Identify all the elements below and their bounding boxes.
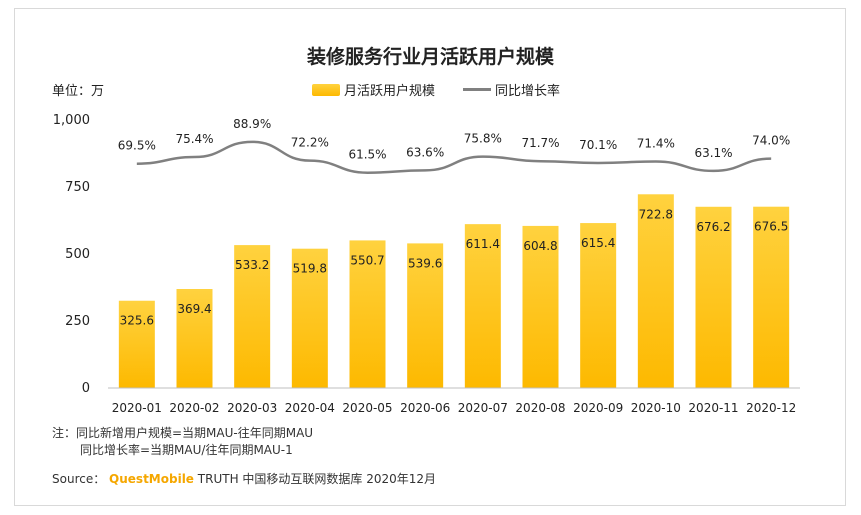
bar-value-label: 369.4 [177, 302, 211, 316]
rate-label: 71.7% [521, 136, 559, 150]
bar [695, 206, 732, 388]
bar-value-label: 611.4 [466, 237, 500, 251]
bar [522, 225, 559, 388]
y-tick-label: 500 [65, 247, 90, 262]
source-brand: QuestMobile [109, 472, 194, 486]
legend-bar-swatch [312, 83, 340, 96]
x-tick-label: 2020-12 [746, 401, 796, 415]
bar-value-label: 722.8 [639, 207, 673, 221]
x-tick-label: 2020-06 [400, 401, 450, 415]
y-tick-label: 250 [65, 314, 90, 329]
x-tick-label: 2020-02 [169, 401, 219, 415]
bar-value-label: 539.6 [408, 256, 442, 270]
x-tick-label: 2020-09 [573, 401, 623, 415]
bar [580, 223, 617, 388]
bar [407, 243, 444, 388]
growth-rate-line [136, 140, 772, 174]
rate-label: 75.4% [175, 132, 213, 146]
bar-value-label: 325.6 [120, 314, 154, 328]
bar [464, 224, 501, 388]
rate-label: 61.5% [348, 148, 386, 162]
bar [234, 245, 271, 388]
x-tick-label: 2020-07 [458, 401, 508, 415]
bar-value-label: 519.8 [293, 262, 327, 276]
legend-item-bar: 月活跃用户规模 [312, 80, 435, 99]
rate-label: 69.5% [118, 139, 156, 153]
notes: 注：同比新增用户规模=当期MAU-往年同期MAU 同比增长率=当期MAU/往年同… [52, 425, 313, 459]
bar [118, 300, 155, 388]
legend-line-label: 同比增长率 [495, 84, 561, 99]
bar-value-label: 615.4 [581, 236, 615, 250]
legend-line-swatch [463, 88, 492, 91]
legend-item-line: 同比增长率 [463, 80, 560, 99]
rate-label: 88.9% [233, 117, 271, 131]
y-tick-label: 750 [65, 180, 90, 195]
note-line-2: 同比增长率=当期MAU/往年同期MAU-1 [80, 443, 293, 457]
bar [637, 194, 674, 388]
bar-value-label: 676.5 [754, 220, 788, 234]
rate-label: 63.6% [406, 145, 444, 159]
unit-label: 单位：万 [52, 84, 105, 99]
legend: 月活跃用户规模 同比增长率 [312, 80, 560, 99]
legend-bar-label: 月活跃用户规模 [344, 84, 436, 99]
bar-value-label: 676.2 [696, 220, 730, 234]
bar-value-label: 533.2 [235, 258, 269, 272]
x-tick-label: 2020-08 [515, 401, 565, 415]
bar [291, 248, 328, 388]
source-prefix: Source： [52, 472, 106, 486]
bar-value-label: 604.8 [523, 239, 557, 253]
rate-label: 72.2% [291, 136, 329, 150]
y-tick-label: 0 [82, 381, 90, 396]
rate-label: 63.1% [694, 146, 732, 160]
y-tick-label: 1,000 [53, 113, 90, 128]
bar-value-label: 550.7 [350, 253, 384, 267]
rate-label: 71.4% [637, 137, 675, 151]
chart-title: 装修服务行业月活跃用户规模 [306, 46, 554, 68]
source-suffix: TRUTH 中国移动互联网数据库 2020年12月 [197, 472, 437, 486]
bar [349, 240, 386, 388]
rate-label: 74.0% [752, 134, 790, 148]
source: Source： QuestMobile TRUTH 中国移动互联网数据库 202… [52, 470, 436, 487]
rate-label: 70.1% [579, 138, 617, 152]
rate-label: 75.8% [464, 132, 502, 146]
x-tick-label: 2020-05 [342, 401, 392, 415]
x-tick-label: 2020-03 [227, 401, 277, 415]
note-line-1: 注：同比新增用户规模=当期MAU-往年同期MAU [52, 426, 314, 440]
x-tick-label: 2020-01 [112, 401, 162, 415]
x-tick-label: 2020-04 [285, 401, 335, 415]
x-tick-label: 2020-11 [688, 401, 738, 415]
bar [176, 289, 213, 388]
bar [753, 206, 790, 388]
x-tick-label: 2020-10 [631, 401, 681, 415]
